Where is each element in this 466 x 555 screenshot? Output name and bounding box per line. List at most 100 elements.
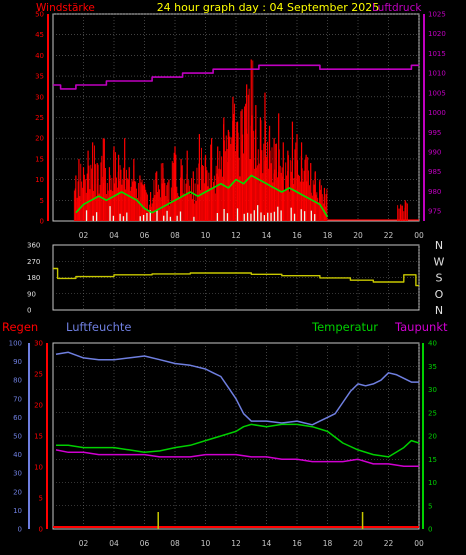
direction-tick-label: 90 — [27, 290, 36, 298]
rain-tick-label: 30 — [34, 340, 43, 348]
time-tick-label: 10 — [201, 231, 211, 240]
humidity-line — [55, 351, 419, 426]
wind-direction-line — [53, 267, 419, 287]
time-tick-label: 02 — [79, 539, 89, 548]
wind-tick-label: 15 — [35, 155, 44, 163]
temperature-tick-label: 40 — [428, 340, 437, 348]
compass-label: W — [434, 255, 445, 268]
wind-tick-label: 5 — [40, 197, 44, 205]
humidity-legend-label: Luftfeuchte — [66, 320, 131, 334]
time-tick-label: 18 — [323, 231, 333, 240]
temperature-tick-label: 20 — [428, 433, 437, 441]
time-tick-label: 16 — [292, 231, 302, 240]
time-tick-label: 06 — [140, 539, 150, 548]
wind-tick-label: 50 — [35, 11, 44, 19]
humidity-tick-label: 40 — [13, 451, 22, 459]
time-tick-label: 22 — [384, 231, 394, 240]
pressure-tick-label: 995 — [428, 129, 441, 137]
wind-axis-title: Windstärke — [36, 2, 95, 14]
pressure-tick-label: 1015 — [428, 50, 446, 58]
compass-label: O — [435, 288, 444, 301]
wind-pressure-panel: 0510152025303540455097598098599099510001… — [35, 11, 446, 241]
humidity-tick-label: 10 — [13, 507, 22, 515]
humidity-tick-label: 70 — [13, 395, 22, 403]
time-tick-label: 14 — [262, 231, 272, 240]
humidity-tick-label: 60 — [13, 414, 22, 422]
compass-label: S — [436, 272, 443, 285]
time-tick-label: 18 — [323, 539, 333, 548]
time-tick-label: 06 — [140, 231, 150, 240]
wind-tick-label: 30 — [35, 93, 44, 101]
wind-tick-label: 20 — [35, 135, 44, 143]
temperature-legend-label: Temperatur — [311, 320, 378, 334]
temperature-line — [56, 423, 420, 458]
pressure-tick-label: 1000 — [428, 109, 446, 117]
rain-tick-label: 15 — [34, 433, 43, 441]
pressure-axis-title: Luftdruck — [372, 2, 422, 14]
time-tick-label: 00 — [414, 231, 424, 240]
direction-tick-label: 270 — [27, 258, 40, 266]
pressure-tick-label: 975 — [428, 208, 441, 216]
direction-tick-label: 360 — [27, 242, 40, 250]
wind-tick-label: 10 — [35, 176, 44, 184]
pressure-tick-label: 1010 — [428, 70, 446, 78]
direction-tick-label: 180 — [27, 274, 40, 282]
rain-tick-label: 20 — [34, 402, 43, 410]
pressure-tick-label: 1020 — [428, 30, 446, 38]
pressure-tick-label: 1005 — [428, 89, 446, 97]
humidity-tick-label: 30 — [13, 470, 22, 478]
pressure-tick-label: 990 — [428, 149, 441, 157]
humidity-tick-label: 20 — [13, 488, 22, 496]
temperature-tick-label: 35 — [428, 363, 437, 371]
temperature-tick-label: 0 — [428, 526, 432, 534]
time-tick-label: 02 — [79, 231, 89, 240]
time-tick-label: 04 — [109, 231, 119, 240]
direction-tick-label: 0 — [27, 307, 31, 315]
time-tick-label: 16 — [292, 539, 302, 548]
compass-label: N — [435, 304, 443, 317]
time-tick-label: 08 — [170, 231, 180, 240]
time-tick-label: 14 — [262, 539, 272, 548]
time-tick-label: 10 — [201, 539, 211, 548]
temperature-tick-label: 5 — [428, 502, 432, 510]
time-tick-label: 08 — [170, 539, 180, 548]
humidity-tick-label: 50 — [13, 433, 22, 441]
wind-tick-label: 40 — [35, 52, 44, 60]
compass-label: N — [435, 239, 443, 252]
humidity-tick-label: 90 — [13, 358, 22, 366]
rain-tick-label: 0 — [39, 526, 43, 534]
rain-tick-label: 25 — [34, 371, 43, 379]
average-wind-line — [75, 174, 329, 218]
time-tick-label: 12 — [231, 539, 241, 548]
temperature-tick-label: 30 — [428, 386, 437, 394]
humidity-tick-label: 80 — [13, 377, 22, 385]
pressure-tick-label: 985 — [428, 168, 441, 176]
climate-panel: 0102030405060708090100051015202530051015… — [9, 340, 437, 549]
wind-tick-label: 0 — [40, 218, 44, 226]
time-tick-label: 20 — [353, 231, 363, 240]
time-tick-label: 04 — [109, 539, 119, 548]
dewpoint-legend-label: Taupunkt — [394, 320, 448, 334]
dewpoint-line — [55, 449, 419, 467]
pressure-tick-label: 980 — [428, 188, 441, 196]
rain-legend-label: Regen — [2, 320, 38, 334]
time-tick-label: 00 — [414, 539, 424, 548]
time-tick-label: 22 — [384, 539, 394, 548]
rain-tick-label: 10 — [34, 464, 43, 472]
time-tick-label: 20 — [353, 539, 363, 548]
wind-tick-label: 45 — [35, 31, 44, 39]
time-tick-label: 12 — [231, 231, 241, 240]
wind-tick-label: 25 — [35, 114, 44, 122]
humidity-tick-label: 0 — [18, 526, 22, 534]
temperature-tick-label: 25 — [428, 409, 437, 417]
chart-title: 24 hour graph day : 04 September 2025 — [157, 1, 380, 14]
temperature-tick-label: 10 — [428, 479, 437, 487]
rain-tick-label: 5 — [39, 495, 43, 503]
humidity-tick-label: 100 — [9, 340, 22, 348]
pressure-tick-label: 1025 — [428, 11, 446, 19]
wind-tick-label: 35 — [35, 73, 44, 81]
temperature-tick-label: 15 — [428, 456, 437, 464]
pressure-line — [53, 64, 419, 90]
